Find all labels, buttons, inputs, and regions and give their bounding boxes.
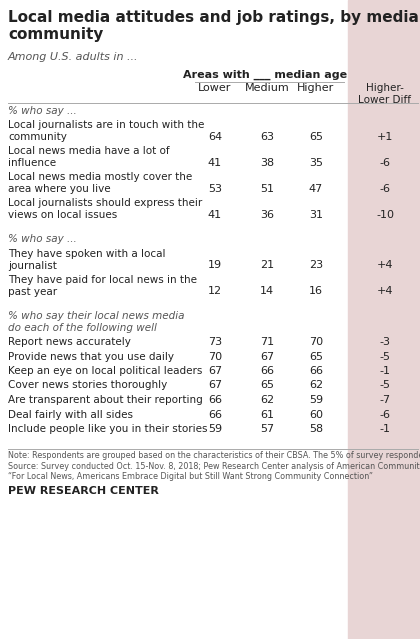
Text: % who say their local news media
do each of the following well: % who say their local news media do each… <box>8 311 184 333</box>
Text: -1: -1 <box>380 424 391 434</box>
Text: 14: 14 <box>260 286 274 296</box>
Text: -6: -6 <box>380 184 391 194</box>
Text: 61: 61 <box>260 410 274 419</box>
Text: 21: 21 <box>260 261 274 270</box>
Text: Among U.S. adults in ...: Among U.S. adults in ... <box>8 52 139 62</box>
Text: Report news accurately: Report news accurately <box>8 337 131 347</box>
Text: 64: 64 <box>208 132 222 142</box>
Text: Medium: Medium <box>244 83 289 93</box>
Text: 65: 65 <box>260 380 274 390</box>
Text: -5: -5 <box>380 351 391 362</box>
Text: 65: 65 <box>309 132 323 142</box>
Text: Are transparent about their reporting: Are transparent about their reporting <box>8 395 203 405</box>
Text: -5: -5 <box>380 380 391 390</box>
Text: 66: 66 <box>309 366 323 376</box>
Text: Include people like you in their stories: Include people like you in their stories <box>8 424 207 434</box>
Text: -7: -7 <box>379 395 391 405</box>
Text: Areas with ___ median age: Areas with ___ median age <box>184 70 348 81</box>
Text: 51: 51 <box>260 184 274 194</box>
Text: +1: +1 <box>377 132 393 142</box>
Text: Local media attitudes and job ratings, by median age in
community: Local media attitudes and job ratings, b… <box>8 10 420 42</box>
Text: 36: 36 <box>260 210 274 220</box>
Text: 65: 65 <box>309 351 323 362</box>
Text: Cover news stories thoroughly: Cover news stories thoroughly <box>8 380 167 390</box>
Text: 53: 53 <box>208 184 222 194</box>
Text: % who say ...: % who say ... <box>8 106 77 116</box>
Bar <box>348 0 420 639</box>
Text: 70: 70 <box>309 337 323 347</box>
Text: Higher-
Lower Diff: Higher- Lower Diff <box>359 83 412 105</box>
Text: PEW RESEARCH CENTER: PEW RESEARCH CENTER <box>8 486 159 495</box>
Text: Local news media mostly cover the
area where you live: Local news media mostly cover the area w… <box>8 173 192 194</box>
Text: 63: 63 <box>260 132 274 142</box>
Text: 71: 71 <box>260 337 274 347</box>
Text: 57: 57 <box>260 424 274 434</box>
Text: Provide news that you use daily: Provide news that you use daily <box>8 351 174 362</box>
Text: 35: 35 <box>309 158 323 168</box>
Text: 62: 62 <box>260 395 274 405</box>
Text: +4: +4 <box>377 286 393 296</box>
Text: 67: 67 <box>208 380 222 390</box>
Text: 66: 66 <box>208 395 222 405</box>
Text: 67: 67 <box>208 366 222 376</box>
Text: 70: 70 <box>208 351 222 362</box>
Text: Local news media have a lot of
influence: Local news media have a lot of influence <box>8 146 170 168</box>
Text: 23: 23 <box>309 261 323 270</box>
Text: -6: -6 <box>380 410 391 419</box>
Text: 16: 16 <box>309 286 323 296</box>
Text: 67: 67 <box>260 351 274 362</box>
Text: 62: 62 <box>309 380 323 390</box>
Text: % who say ...: % who say ... <box>8 235 77 245</box>
Text: Local journalists are in touch with the
community: Local journalists are in touch with the … <box>8 121 205 142</box>
Text: 41: 41 <box>208 158 222 168</box>
Text: Deal fairly with all sides: Deal fairly with all sides <box>8 410 133 419</box>
Text: They have spoken with a local
journalist: They have spoken with a local journalist <box>8 249 165 270</box>
Text: 59: 59 <box>309 395 323 405</box>
Text: -3: -3 <box>380 337 391 347</box>
Text: 19: 19 <box>208 261 222 270</box>
Text: 58: 58 <box>309 424 323 434</box>
Text: 59: 59 <box>208 424 222 434</box>
Text: Lower: Lower <box>198 83 232 93</box>
Text: Note: Respondents are grouped based on the characteristics of their CBSA. The 5%: Note: Respondents are grouped based on t… <box>8 452 420 481</box>
Text: Higher: Higher <box>297 83 335 93</box>
Text: Keep an eye on local political leaders: Keep an eye on local political leaders <box>8 366 202 376</box>
Text: 38: 38 <box>260 158 274 168</box>
Text: 31: 31 <box>309 210 323 220</box>
Text: 47: 47 <box>309 184 323 194</box>
Text: 73: 73 <box>208 337 222 347</box>
Text: +4: +4 <box>377 261 393 270</box>
Text: They have paid for local news in the
past year: They have paid for local news in the pas… <box>8 275 197 296</box>
Text: 66: 66 <box>260 366 274 376</box>
Text: 12: 12 <box>208 286 222 296</box>
Text: -6: -6 <box>380 158 391 168</box>
Text: 41: 41 <box>208 210 222 220</box>
Text: Local journalists should express their
views on local issues: Local journalists should express their v… <box>8 199 202 220</box>
Text: -10: -10 <box>376 210 394 220</box>
Text: 66: 66 <box>208 410 222 419</box>
Text: -1: -1 <box>380 366 391 376</box>
Text: 60: 60 <box>309 410 323 419</box>
